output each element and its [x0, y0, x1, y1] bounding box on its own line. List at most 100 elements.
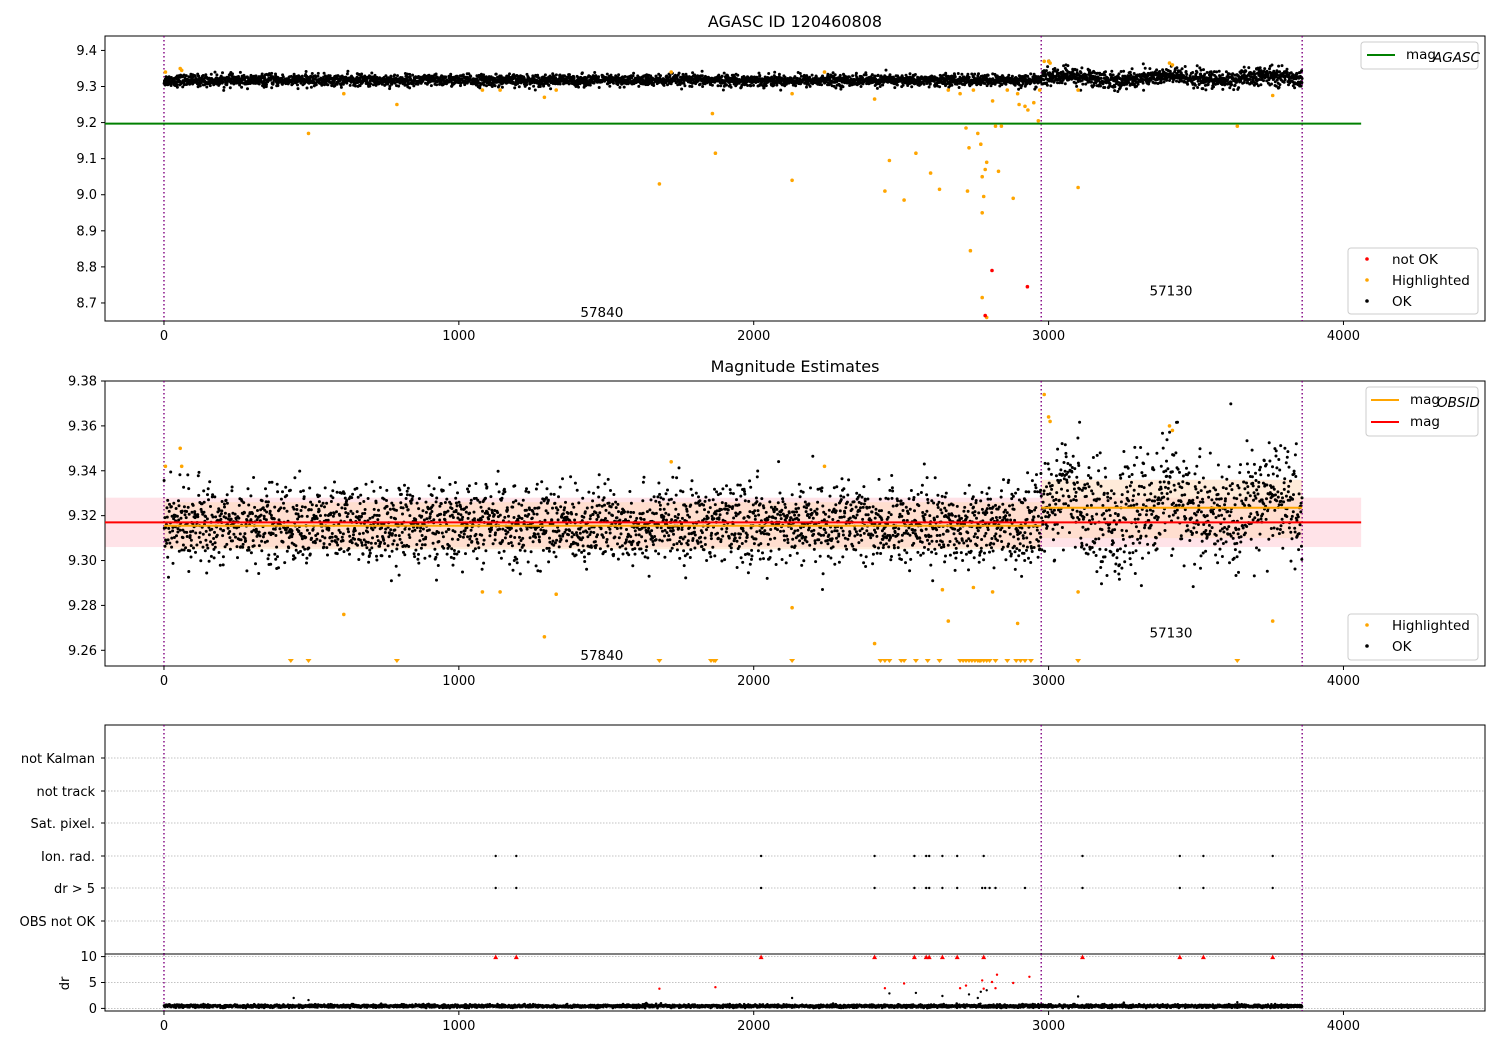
- top-ok-point: [901, 83, 905, 87]
- mid-ok-point: [221, 534, 225, 538]
- top-highlighted-point: [1037, 88, 1042, 92]
- top-ok-point: [720, 74, 724, 78]
- top-ytick-label: 9.3: [76, 80, 97, 95]
- top-ok-point: [1277, 85, 1281, 89]
- top-ok-point: [773, 70, 777, 74]
- top-highlighted-point: [1235, 124, 1240, 128]
- top-ok-point: [1221, 87, 1225, 91]
- top-ok-point: [722, 71, 726, 75]
- mid-xtick-label: 3000: [1032, 674, 1065, 689]
- top-ok-point: [1155, 68, 1159, 72]
- top-ok-point: [928, 82, 932, 85]
- top-ok-point: [779, 88, 783, 92]
- top-ok-point: [834, 86, 838, 90]
- top-ok-point: [549, 87, 553, 91]
- mid-ok-point: [169, 470, 173, 474]
- top-ytick-label: 8.7: [76, 296, 97, 311]
- top-ok-point: [449, 72, 453, 76]
- top-ok-point: [1215, 70, 1219, 74]
- top-ok-point: [513, 86, 517, 90]
- top-highlighted-point: [542, 95, 547, 100]
- top-ok-point: [1278, 83, 1282, 87]
- mid-ok-point: [197, 470, 201, 474]
- top-ok-point: [605, 72, 609, 76]
- top-ok-point: [1184, 70, 1188, 73]
- mid-ok-point: [202, 489, 206, 493]
- mid-ok-point: [212, 537, 216, 540]
- mid-ok-point: [265, 494, 269, 498]
- top-xtick-label: 3000: [1032, 329, 1065, 344]
- top-obsid-label: 57130: [1149, 283, 1192, 299]
- top-ok-point: [767, 72, 771, 75]
- mid-ok-point: [207, 559, 211, 563]
- mid-ok-point: [242, 501, 246, 505]
- top-ok-point: [752, 83, 755, 87]
- top-ok-point: [1237, 86, 1241, 90]
- top-ok-point: [1195, 64, 1199, 68]
- mid-ok-point: [228, 536, 232, 540]
- top-ok-point: [222, 85, 226, 89]
- top-ok-point: [1300, 81, 1304, 85]
- mid-ok-point: [167, 509, 171, 513]
- top-highlighted-point: [1032, 100, 1036, 105]
- mid-ok-point: [273, 527, 277, 531]
- top-legend-label: OK: [1392, 294, 1413, 310]
- top-ytick-label: 9.2: [76, 116, 97, 131]
- mid-ok-point: [285, 509, 289, 513]
- mid-ok-point: [258, 534, 262, 538]
- top-ok-point: [339, 85, 343, 89]
- top-ok-point: [690, 85, 694, 88]
- top-ok-point: [1117, 72, 1121, 76]
- top-ok-point: [435, 83, 439, 87]
- mid-ok-point: [165, 506, 169, 510]
- top-highlighted-point: [958, 91, 962, 96]
- mid-ok-point: [181, 536, 185, 540]
- top-ok-point: [1090, 80, 1093, 84]
- mid-ok-point: [232, 532, 236, 536]
- top-ok-point: [1104, 70, 1107, 74]
- mid-ok-point: [243, 532, 247, 536]
- mid-ok-point: [195, 543, 199, 547]
- mid-ok-point: [222, 529, 226, 532]
- mid-ok-point: [207, 498, 210, 502]
- mid-ok-point: [213, 545, 217, 549]
- mid-ok-point: [257, 572, 261, 575]
- mid-ok-point: [186, 505, 190, 509]
- top-not-ok-point: [990, 268, 994, 273]
- top-highlighted-point: [983, 167, 987, 172]
- mid-ok-point: [197, 535, 201, 539]
- mid-ok-point: [257, 530, 261, 534]
- top-ok-point: [1066, 64, 1070, 68]
- top-highlighted-point: [984, 160, 989, 165]
- mid-panel-title: Magnitude Estimates: [711, 357, 880, 376]
- top-ok-point: [204, 73, 208, 77]
- top-legend-marker: [1365, 278, 1369, 282]
- top-ok-point: [893, 86, 897, 90]
- mid-ok-point: [274, 534, 278, 537]
- mid-ok-point: [199, 559, 203, 563]
- mid-ok-point: [281, 490, 284, 494]
- mid-ok-point: [229, 517, 233, 521]
- top-highlighted-point: [713, 151, 718, 155]
- mid-ok-point: [283, 561, 287, 565]
- top-ok-point: [246, 87, 249, 91]
- mid-ok-point: [177, 499, 180, 503]
- mid-ok-point: [249, 494, 253, 498]
- top-ok-point: [1293, 86, 1297, 90]
- top-highlighted-point: [928, 171, 933, 175]
- mid-ok-point: [290, 529, 294, 533]
- top-ok-point: [517, 85, 521, 89]
- top-ok-point: [721, 88, 725, 92]
- top-ok-point: [967, 75, 971, 79]
- top-ok-point: [316, 74, 320, 78]
- top-ok-point: [1229, 80, 1233, 84]
- top-ok-point: [1046, 65, 1050, 69]
- top-ok-point: [1196, 86, 1200, 89]
- mid-ok-point: [209, 554, 213, 558]
- top-ok-point: [908, 72, 912, 76]
- mid-ok-point: [192, 546, 195, 550]
- top-ytick-label: 8.9: [76, 224, 97, 239]
- top-ok-point: [221, 71, 224, 75]
- top-highlighted-point: [1023, 104, 1027, 109]
- top-highlighted-point: [179, 68, 184, 73]
